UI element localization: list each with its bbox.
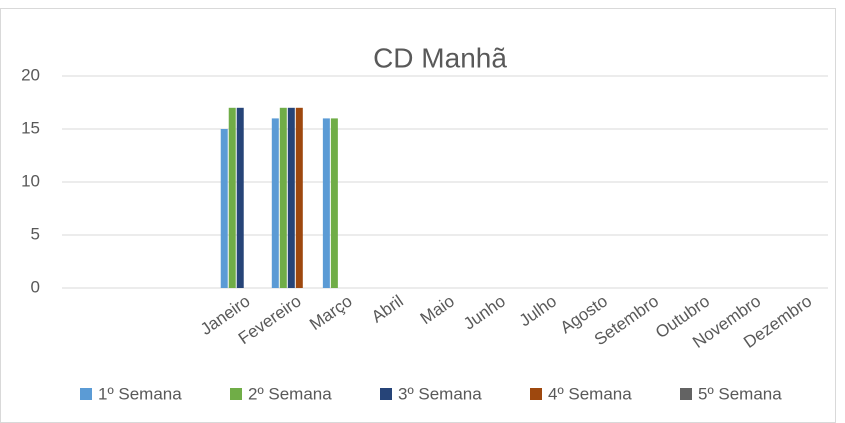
- y-tick-label: 20: [21, 65, 40, 84]
- legend-label: 2º Semana: [248, 384, 332, 403]
- legend-swatch: [380, 388, 392, 400]
- legend-label: 1º Semana: [98, 384, 182, 403]
- bar: [330, 118, 338, 289]
- legend-label: 3º Semana: [398, 384, 482, 403]
- bar: [271, 118, 279, 289]
- y-tick-label: 0: [31, 277, 40, 296]
- legend-swatch: [80, 388, 92, 400]
- legend-swatch: [530, 388, 542, 400]
- bar: [279, 107, 287, 288]
- bar: [236, 107, 244, 288]
- y-tick-label: 5: [31, 224, 40, 243]
- y-tick-label: 10: [21, 171, 40, 190]
- bar: [220, 129, 228, 288]
- bar: [228, 107, 236, 288]
- legend-label: 4º Semana: [548, 384, 632, 403]
- legend-swatch: [680, 388, 692, 400]
- y-tick-label: 15: [21, 118, 40, 137]
- bar: [287, 107, 295, 288]
- chart-border: [0, 8, 836, 423]
- bar: [295, 107, 303, 288]
- legend-swatch: [230, 388, 242, 400]
- bar: [322, 118, 330, 289]
- legend-label: 5º Semana: [698, 384, 782, 403]
- chart-title: CD Manhã: [373, 42, 507, 73]
